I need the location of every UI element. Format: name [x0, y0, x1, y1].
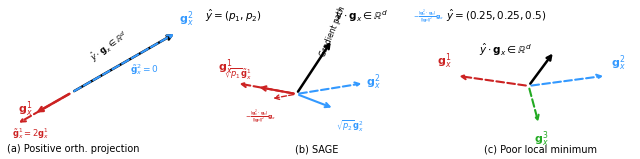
Text: Gradient path: Gradient path	[318, 5, 347, 58]
Text: $\mathbf{g}_x^1$: $\mathbf{g}_x^1$	[436, 51, 451, 70]
Text: $\mathbf{g}_x^1$: $\mathbf{g}_x^1$	[218, 58, 233, 77]
Text: $-\frac{|\mathbf{g}_x^2 \cdot \mathbf{g}_x|}{\|\mathbf{g}_x\|^2}\mathbf{g}_x$: $-\frac{|\mathbf{g}_x^2 \cdot \mathbf{g}…	[413, 8, 444, 25]
Text: $\mathbf{g}_x^2$: $\mathbf{g}_x^2$	[366, 72, 381, 92]
Text: $\sqrt{p_1}\tilde{\mathbf{g}}_x^1$: $\sqrt{p_1}\tilde{\mathbf{g}}_x^1$	[225, 66, 253, 81]
Text: $-\frac{|\mathbf{g}_x^2 \cdot \mathbf{g}_x|}{\|\mathbf{g}_x\|^2}\mathbf{g}_x$: $-\frac{|\mathbf{g}_x^2 \cdot \mathbf{g}…	[245, 108, 276, 125]
Text: $\mathbf{g}_x^2$: $\mathbf{g}_x^2$	[611, 53, 626, 73]
Text: $\hat{y} \cdot \mathbf{g}_x \in \mathbb{R}^d$: $\hat{y} \cdot \mathbf{g}_x \in \mathbb{…	[88, 28, 131, 65]
Text: $\hat{y} = (0.25, 0.25, 0.5)$: $\hat{y} = (0.25, 0.25, 0.5)$	[446, 8, 546, 24]
Text: $\mathbf{g}_x^2$: $\mathbf{g}_x^2$	[179, 10, 194, 29]
Text: $\hat{y} \cdot \mathbf{g}_x \in \mathbb{R}^d$: $\hat{y} \cdot \mathbf{g}_x \in \mathbb{…	[479, 41, 532, 58]
Text: (a) Positive orth. projection: (a) Positive orth. projection	[7, 144, 140, 154]
Text: $\hat{y} = (p_1, p_2)$: $\hat{y} = (p_1, p_2)$	[205, 8, 262, 24]
Text: (c) Poor local minimum: (c) Poor local minimum	[484, 144, 597, 154]
Text: $\tilde{\mathbf{g}}_x^1 = 2\mathbf{g}_x^1$: $\tilde{\mathbf{g}}_x^1 = 2\mathbf{g}_x^…	[12, 126, 49, 141]
Text: $\hat{y} \cdot \mathbf{g}_x \in \mathbb{R}^d$: $\hat{y} \cdot \mathbf{g}_x \in \mathbb{…	[335, 8, 388, 24]
Text: $\mathbf{g}_x^1$: $\mathbf{g}_x^1$	[18, 100, 33, 119]
Text: $\mathbf{g}_x^3$: $\mathbf{g}_x^3$	[534, 130, 548, 149]
Text: $\tilde{\mathbf{g}}_x^2 = 0$: $\tilde{\mathbf{g}}_x^2 = 0$	[130, 62, 159, 77]
Text: (b) SAGE: (b) SAGE	[295, 144, 339, 154]
Text: $\sqrt{p_2}\mathbf{g}_x^2$: $\sqrt{p_2}\mathbf{g}_x^2$	[336, 118, 365, 133]
